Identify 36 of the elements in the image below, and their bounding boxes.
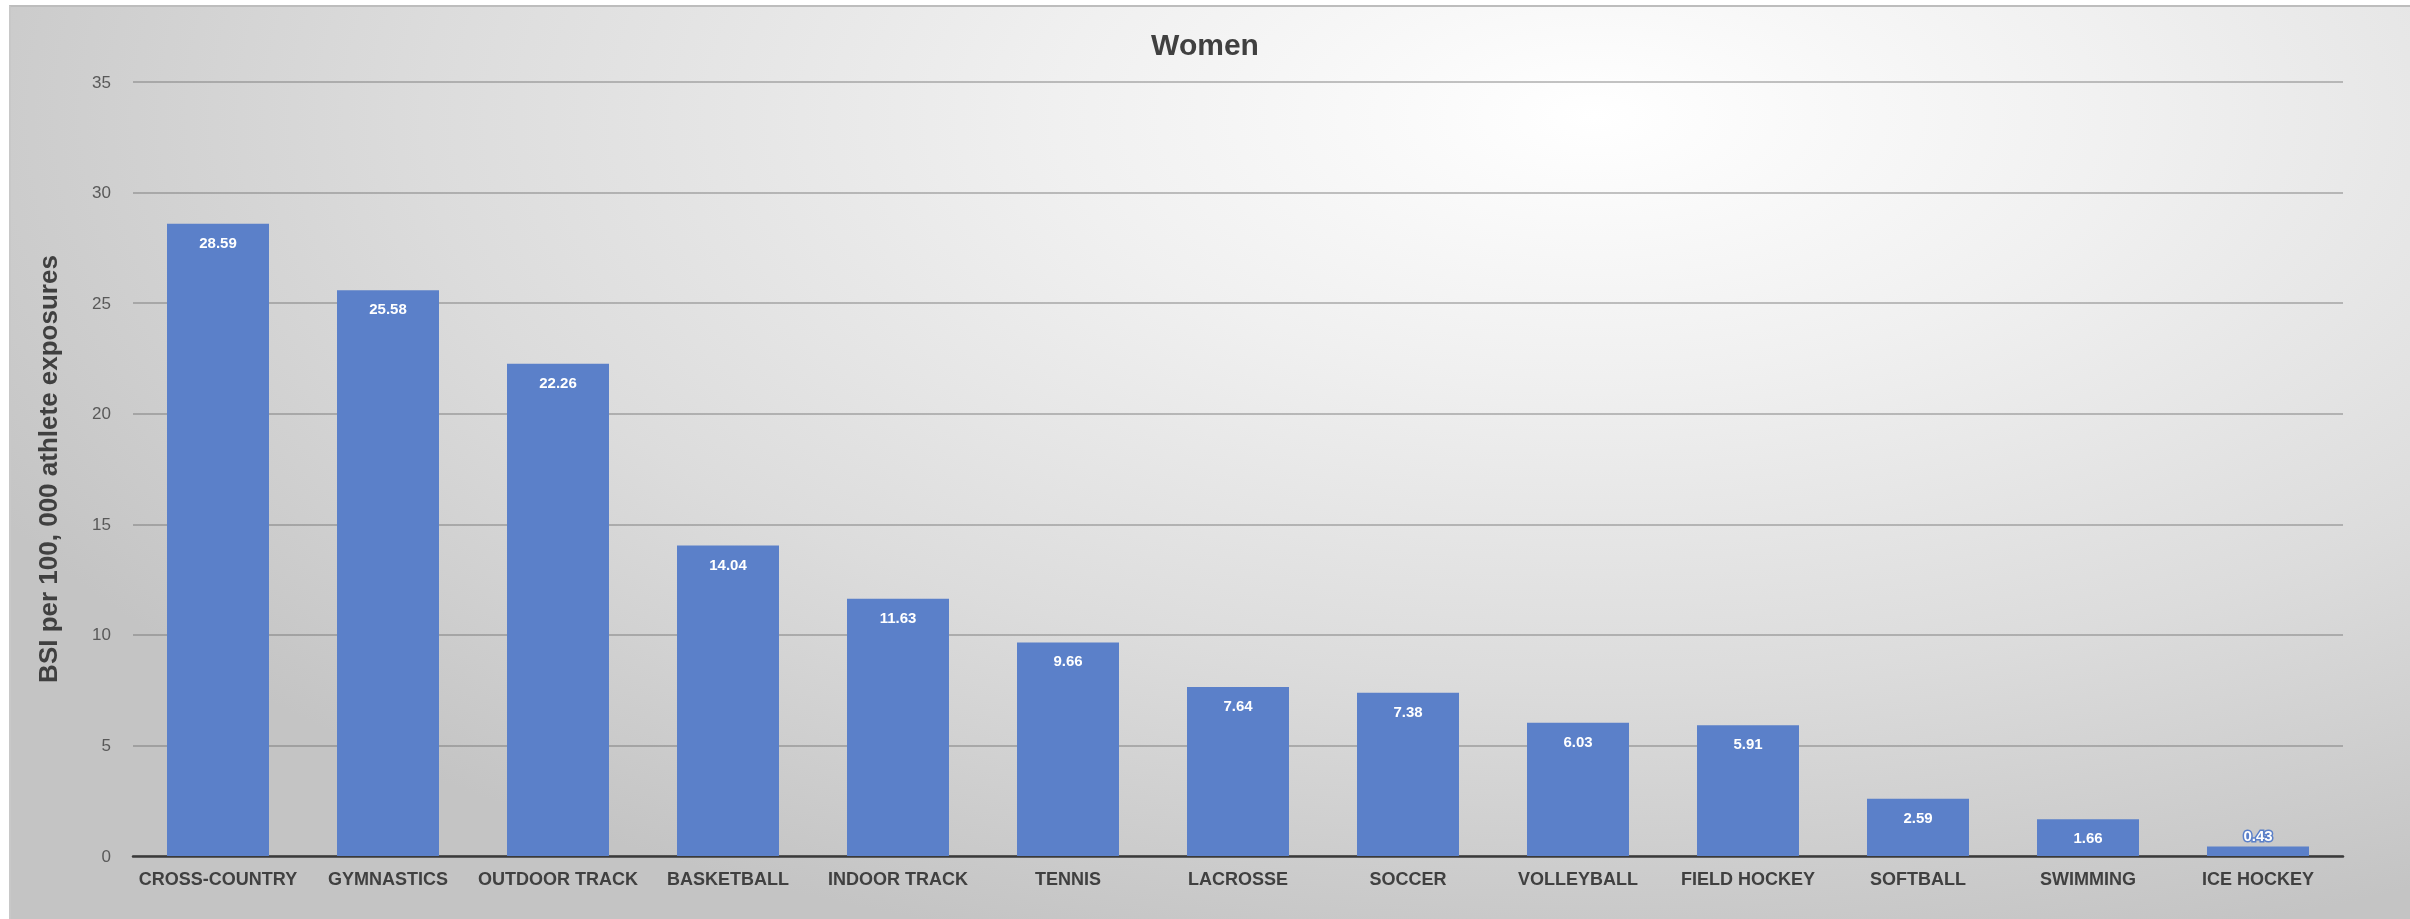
data-label: 11.63 [879,608,917,626]
x-tick-label: LACROSSE [1187,869,1289,889]
y-tick-label: 25 [92,293,111,313]
y-tick-label: 35 [92,72,111,92]
x-tick-label: OUTDOOR TRACK [478,869,638,889]
data-label: 0.43 [2243,827,2273,845]
x-tick-label: SWIMMING [2040,869,2136,889]
x-tick-label: SOFTBALL [1870,869,1966,889]
data-label: 7.64 [1223,697,1254,715]
data-label: 22.26 [539,373,577,391]
y-tick-label: 15 [92,514,111,534]
data-label: 5.91 [1733,735,1763,753]
x-tick-label: INDOOR TRACK [828,869,968,889]
x-tick-label: TENNIS [1034,869,1102,889]
y-tick-label: 30 [92,183,111,203]
data-label: 28.59 [199,233,237,251]
y-tick-label: 10 [92,625,111,645]
x-tick-label: SOCCER [1369,869,1447,889]
data-label: 14.04 [709,555,748,573]
data-label: 6.03 [1563,732,1593,750]
x-tick-label: GYMNASTICS [327,869,449,889]
y-tick-label: 20 [92,404,111,424]
data-label: 1.66 [2073,829,2103,847]
y-tick-label: 0 [101,846,111,866]
chart-title: Women [1151,27,1259,61]
x-tick-label: VOLLEYBALL [1518,869,1638,889]
x-tick-label: FIELD HOCKEY [1680,869,1816,889]
x-tick-label: CROSS-COUNTRY [138,869,298,889]
y-tick-label: 5 [101,735,111,755]
data-label: 9.66 [1053,652,1083,670]
y-axis-title: BSI per 100, 000 athlete exposures [33,255,63,683]
data-label: 2.59 [1903,808,1933,826]
data-label: 25.58 [369,300,407,318]
x-tick-label: BASKETBALL [667,869,789,889]
x-tick-label: ICE HOCKEY [2201,869,2315,889]
data-label: 7.38 [1393,702,1423,720]
